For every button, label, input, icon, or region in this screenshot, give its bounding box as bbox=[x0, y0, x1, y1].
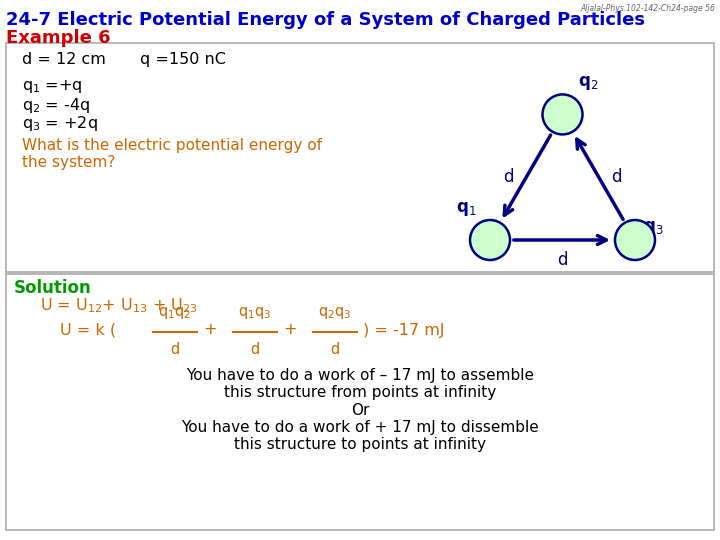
Text: q$_2$ = -4q: q$_2$ = -4q bbox=[22, 96, 90, 115]
Circle shape bbox=[470, 220, 510, 260]
Text: ) = -17 mJ: ) = -17 mJ bbox=[363, 322, 444, 338]
Circle shape bbox=[615, 220, 655, 260]
Text: q$_2$q$_3$: q$_2$q$_3$ bbox=[318, 305, 352, 321]
Text: Or: Or bbox=[351, 403, 369, 418]
Text: +: + bbox=[203, 322, 217, 338]
FancyArrowPatch shape bbox=[504, 135, 551, 215]
Text: q$_1$q$_3$: q$_1$q$_3$ bbox=[238, 305, 271, 321]
FancyArrowPatch shape bbox=[577, 139, 623, 219]
Text: q$_1$: q$_1$ bbox=[456, 200, 476, 218]
Text: You have to do a work of – 17 mJ to assemble: You have to do a work of – 17 mJ to asse… bbox=[186, 368, 534, 383]
Text: q$_1$ =+q: q$_1$ =+q bbox=[22, 78, 83, 95]
Text: d: d bbox=[330, 342, 340, 357]
Text: q$_3$ = +2q: q$_3$ = +2q bbox=[22, 114, 98, 133]
FancyBboxPatch shape bbox=[6, 274, 714, 530]
Text: 24-7 Electric Potential Energy of a System of Charged Particles: 24-7 Electric Potential Energy of a Syst… bbox=[6, 11, 645, 29]
Text: q =150 nC: q =150 nC bbox=[140, 52, 226, 67]
Text: +: + bbox=[283, 322, 297, 338]
Text: q$_1$q$_2$: q$_1$q$_2$ bbox=[158, 305, 192, 321]
Circle shape bbox=[542, 94, 582, 134]
Text: d: d bbox=[503, 168, 513, 186]
Text: U = U$_{12}$+ U$_{13}$ + U$_{23}$: U = U$_{12}$+ U$_{13}$ + U$_{23}$ bbox=[40, 296, 197, 315]
Text: You have to do a work of + 17 mJ to dissemble: You have to do a work of + 17 mJ to diss… bbox=[181, 420, 539, 435]
FancyArrowPatch shape bbox=[514, 235, 606, 245]
Text: d: d bbox=[557, 251, 568, 269]
Text: U = k (: U = k ( bbox=[60, 322, 121, 338]
Text: q$_2$: q$_2$ bbox=[578, 75, 599, 92]
Text: d = 12 cm: d = 12 cm bbox=[22, 52, 106, 67]
FancyBboxPatch shape bbox=[6, 43, 714, 272]
Text: Solution: Solution bbox=[14, 279, 91, 297]
Text: this structure from points at infinity: this structure from points at infinity bbox=[224, 385, 496, 400]
Text: What is the electric potential energy of: What is the electric potential energy of bbox=[22, 138, 322, 153]
Text: d: d bbox=[611, 168, 622, 186]
Text: the system?: the system? bbox=[22, 155, 115, 170]
Text: Aljalal-Phys.102-142-Ch24-page 56: Aljalal-Phys.102-142-Ch24-page 56 bbox=[580, 4, 715, 13]
Text: Example 6: Example 6 bbox=[6, 29, 111, 47]
Text: d: d bbox=[171, 342, 179, 357]
Text: d: d bbox=[251, 342, 260, 357]
Text: q$_3$: q$_3$ bbox=[643, 219, 664, 237]
Text: this structure to points at infinity: this structure to points at infinity bbox=[234, 437, 486, 452]
